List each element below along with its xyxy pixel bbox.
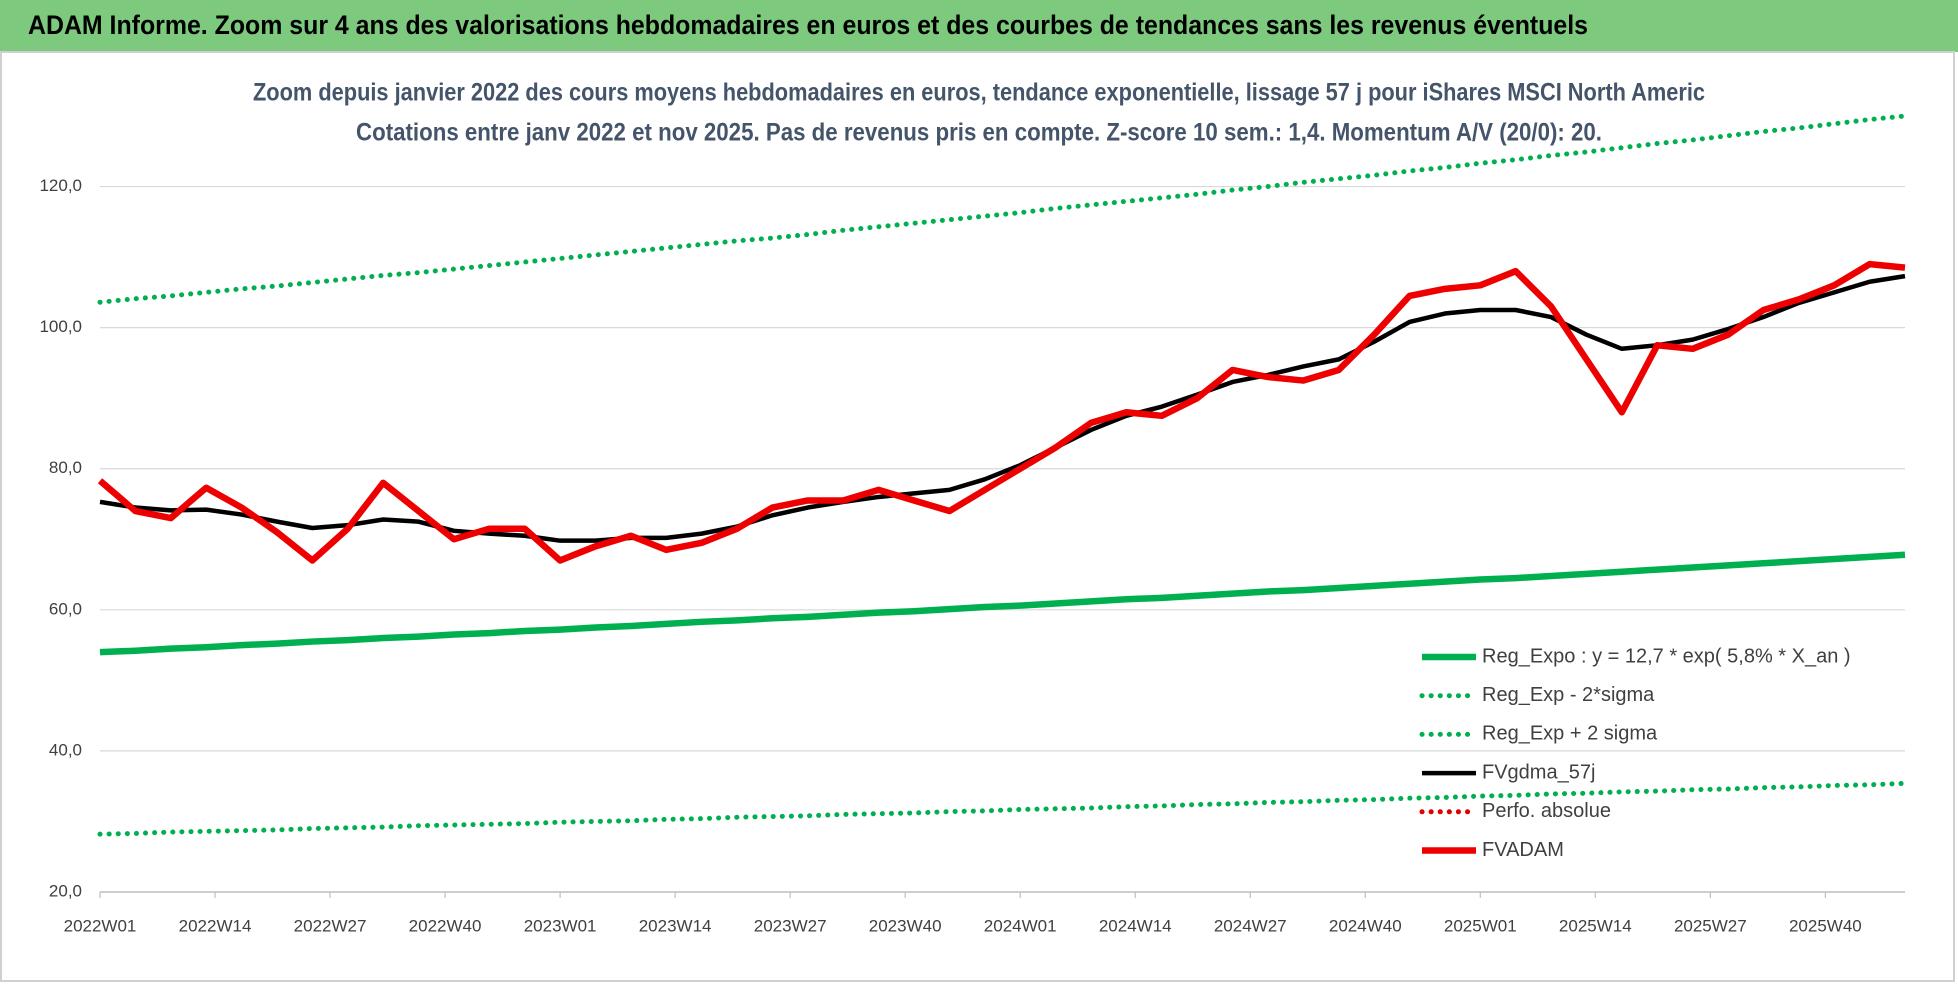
legend-label: FVgdma_57j (1482, 761, 1595, 783)
series-line (99, 273, 1906, 543)
series-line (99, 551, 1906, 656)
legend-label: Perfo. absolue (1482, 800, 1611, 822)
y-tick-label: 20,0 (49, 881, 82, 900)
y-tick-label: 80,0 (49, 458, 82, 477)
series-line (97, 780, 1908, 837)
y-tick-label: 100,0 (39, 317, 82, 336)
x-tick-label: 2023W27 (754, 916, 827, 935)
x-tick-label: 2022W40 (409, 916, 482, 935)
header-band (0, 0, 1958, 52)
axes: 20,0 40,0 60,0 80,0 100,0 120,0 2022W01 2022W14… (39, 176, 1905, 935)
x-tick-label: 2025W27 (1674, 916, 1747, 935)
chart-subtitle: Cotations entre janv 2022 et nov 2025. P… (356, 119, 1602, 147)
x-tick-label: 2023W01 (524, 916, 597, 935)
series-line (97, 113, 1908, 305)
y-tick-label: 120,0 (39, 176, 82, 195)
x-tick-label: 2024W14 (1099, 916, 1172, 935)
x-tick-label: 2024W40 (1329, 916, 1402, 935)
x-tick-label: 2024W27 (1214, 916, 1287, 935)
x-tick-label: 2022W14 (179, 916, 252, 935)
legend-label: FVADAM (1482, 839, 1564, 861)
x-tick-label: 2023W14 (639, 916, 712, 935)
x-tick-label: 2024W01 (984, 916, 1057, 935)
x-tick-label: 2025W40 (1789, 916, 1862, 935)
chart-title: Zoom depuis janvier 2022 des cours moyen… (253, 79, 1705, 107)
x-tick-label: 2022W27 (294, 916, 367, 935)
x-tick-label: 2025W01 (1444, 916, 1517, 935)
legend-label: Reg_Exp + 2 sigma (1482, 723, 1658, 745)
x-tick-label: 2025W14 (1559, 916, 1632, 935)
x-tick-label: 2022W01 (64, 916, 137, 935)
plot-area (97, 113, 1908, 837)
legend: Reg_Expo : y = 12,7 * exp( 5,8% * X_an )… (1419, 645, 1851, 861)
legend-label: Reg_Expo : y = 12,7 * exp( 5,8% * X_an ) (1482, 645, 1851, 667)
y-tick-label: 60,0 (49, 599, 82, 618)
series-line (97, 260, 1906, 564)
grid (100, 185, 1905, 893)
legend-label: Reg_Exp - 2*sigma (1482, 684, 1655, 706)
chart-frame (0, 51, 1955, 982)
x-tick-label: 2023W40 (869, 916, 942, 935)
y-tick-label: 40,0 (49, 740, 82, 759)
header-title: ADAM Informe. Zoom sur 4 ans des valoris… (28, 10, 1588, 40)
